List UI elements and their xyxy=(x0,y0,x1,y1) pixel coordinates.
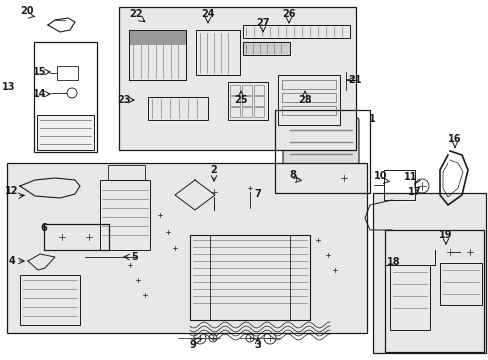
Bar xyxy=(282,106,335,115)
FancyBboxPatch shape xyxy=(283,118,358,167)
Text: 7: 7 xyxy=(254,189,261,199)
Text: 17: 17 xyxy=(407,187,421,197)
Bar xyxy=(227,82,267,120)
Text: 14: 14 xyxy=(33,89,47,99)
Text: 26: 26 xyxy=(282,9,295,19)
Text: 24: 24 xyxy=(201,9,214,19)
Text: 28: 28 xyxy=(298,95,311,105)
Text: 11: 11 xyxy=(404,172,417,182)
Bar xyxy=(243,25,349,38)
Bar xyxy=(190,235,309,320)
Bar xyxy=(7,163,366,333)
Text: 15: 15 xyxy=(33,67,47,77)
Text: 12: 12 xyxy=(5,186,19,196)
Text: 9: 9 xyxy=(189,340,196,350)
Text: 8: 8 xyxy=(289,170,296,180)
Text: 16: 16 xyxy=(447,134,461,144)
Bar xyxy=(229,96,240,106)
Bar xyxy=(372,193,485,353)
Bar xyxy=(282,93,335,102)
Bar xyxy=(242,85,251,95)
Bar xyxy=(389,265,429,330)
Bar xyxy=(383,170,414,200)
Bar xyxy=(253,85,264,95)
Bar xyxy=(229,107,240,117)
Bar xyxy=(229,85,240,95)
Text: 23: 23 xyxy=(117,95,130,105)
Text: 1: 1 xyxy=(368,114,375,124)
Bar xyxy=(384,230,483,352)
Bar xyxy=(253,107,264,117)
Bar xyxy=(20,275,80,325)
Bar xyxy=(108,165,145,180)
Bar xyxy=(129,30,185,80)
Bar xyxy=(253,96,264,106)
Bar xyxy=(7,163,366,333)
Text: 25: 25 xyxy=(234,95,247,105)
Text: 19: 19 xyxy=(438,230,452,240)
Bar xyxy=(190,235,209,320)
Text: 4: 4 xyxy=(9,256,15,266)
Text: 13: 13 xyxy=(2,82,16,92)
Bar xyxy=(129,30,185,45)
Bar xyxy=(439,263,481,305)
Bar xyxy=(282,80,335,89)
Bar xyxy=(274,110,369,193)
Bar xyxy=(278,75,339,125)
Bar xyxy=(100,180,150,250)
Bar xyxy=(37,115,94,150)
Text: 20: 20 xyxy=(20,6,34,16)
Bar xyxy=(372,193,485,353)
Bar xyxy=(57,66,78,80)
Bar xyxy=(242,107,251,117)
Text: 22: 22 xyxy=(129,9,142,19)
Text: 3: 3 xyxy=(254,340,261,350)
Text: 10: 10 xyxy=(373,171,387,181)
Bar xyxy=(243,42,289,55)
Bar xyxy=(196,30,240,75)
Bar xyxy=(119,7,355,150)
Text: 27: 27 xyxy=(256,18,269,28)
Bar xyxy=(242,96,251,106)
Bar xyxy=(129,30,185,80)
Bar xyxy=(119,7,355,150)
Bar xyxy=(34,42,97,152)
Text: 21: 21 xyxy=(347,75,361,85)
Bar xyxy=(289,235,309,320)
Bar xyxy=(44,224,109,250)
Bar xyxy=(148,97,207,120)
Text: 18: 18 xyxy=(386,257,400,267)
Text: 5: 5 xyxy=(131,252,138,262)
Text: 2: 2 xyxy=(210,165,217,175)
Text: 6: 6 xyxy=(41,223,47,233)
